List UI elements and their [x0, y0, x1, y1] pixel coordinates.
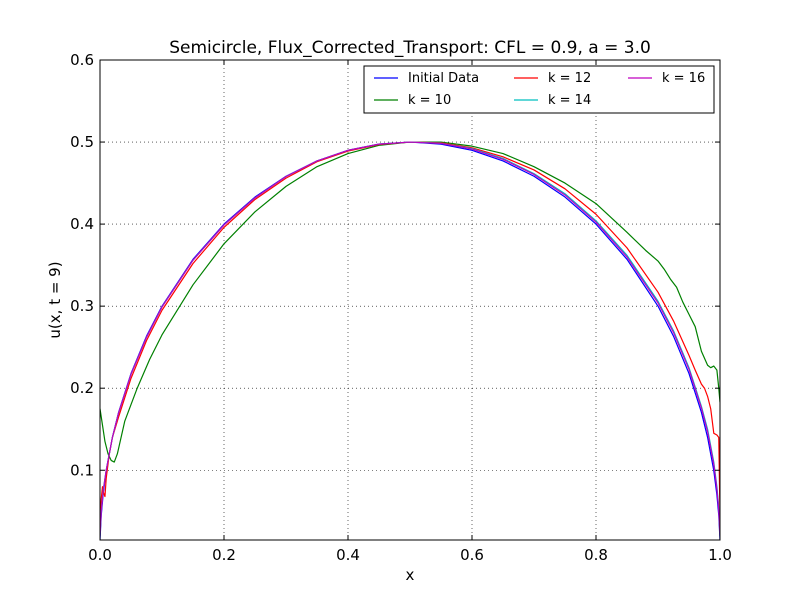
- y-tick-label: 0.6: [70, 51, 94, 69]
- x-tick-label: 0.4: [336, 546, 360, 564]
- series-layer: [100, 141, 720, 540]
- legend-label-k-14: k = 14: [548, 93, 591, 108]
- y-tick-label: 0.5: [70, 133, 94, 151]
- x-tick-label: 0.2: [212, 546, 236, 564]
- chart-title: Semicircle, Flux_Corrected_Transport: CF…: [169, 38, 651, 58]
- y-tick-label: 0.1: [70, 461, 94, 479]
- legend: Initial Data k = 10 k = 12 k = 14 k = 16: [363, 65, 715, 114]
- series-line-k-16: [100, 141, 720, 536]
- x-tick-label: 0.6: [460, 546, 484, 564]
- legend-label-k-10: k = 10: [408, 93, 451, 108]
- x-tick-label: 0.0: [88, 546, 112, 564]
- axis-ticks: 0.0 0.2 0.4 0.6 0.8 1.0 0.1 0.2 0.3 0.4 0.5 0.6: [70, 51, 732, 564]
- legend-label-k-16: k = 16: [662, 71, 705, 86]
- legend-label-k-12: k = 12: [548, 71, 591, 86]
- legend-box: [363, 65, 715, 114]
- plot-frame: [99, 59, 721, 541]
- x-tick-label: 0.8: [584, 546, 608, 564]
- y-tick-label: 0.3: [70, 297, 94, 315]
- y-tick-label: 0.2: [70, 379, 94, 397]
- y-tick-label: 0.4: [70, 215, 94, 233]
- y-axis-label: u(x, t = 9): [46, 261, 64, 338]
- series-line-k-10: [100, 141, 720, 463]
- x-axis-label: x: [406, 566, 415, 584]
- x-tick-label: 1.0: [708, 546, 732, 564]
- legend-label-initial-data: Initial Data: [408, 71, 479, 86]
